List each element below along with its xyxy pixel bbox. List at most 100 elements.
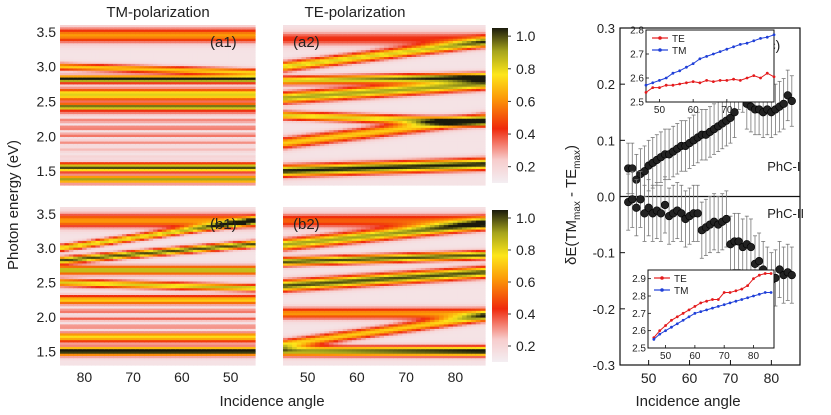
- heatmap-b1: (b1) 80 70 60 50 3.5 3.0 2.5 2.0 1.5: [37, 206, 256, 385]
- inset-point: [722, 291, 726, 294]
- y-tick-label: 0.1: [597, 133, 615, 148]
- inset-point: [738, 43, 742, 46]
- data-point: [730, 108, 739, 117]
- colorbar-gradient: [492, 28, 508, 183]
- inset-point: [757, 273, 761, 277]
- legend-label-te: TE: [674, 274, 687, 285]
- region-label: PhC-I: [767, 159, 800, 174]
- inset-y-tick-label: 2.5: [632, 344, 646, 355]
- inset-point: [651, 86, 655, 89]
- inset-point: [725, 79, 729, 82]
- inset-point: [678, 69, 682, 73]
- inset-x-tick-label: 80: [748, 351, 760, 362]
- data-point: [656, 209, 666, 218]
- inset-point: [711, 298, 714, 301]
- data-point: [644, 203, 653, 212]
- inset-point: [745, 41, 749, 45]
- colorbar-tick-label: 0.2: [516, 159, 536, 175]
- inset-point: [664, 83, 668, 87]
- y-tick-label: -0.1: [593, 246, 615, 261]
- inset-point: [728, 301, 732, 305]
- inset-point: [691, 62, 695, 65]
- inset-point: [745, 76, 749, 80]
- inset-point: [691, 80, 695, 83]
- colorbar-gradient: [492, 210, 508, 362]
- inset-x-tick-label: 70: [719, 351, 731, 362]
- data-point: [628, 195, 637, 204]
- inset-point: [705, 308, 709, 312]
- inset-point: [752, 74, 756, 77]
- inset-point: [658, 329, 662, 333]
- inset-point: [681, 318, 685, 322]
- data-point: [787, 271, 796, 280]
- x-axis-label-left: Incidence angle: [219, 393, 324, 410]
- inset-point: [746, 284, 750, 287]
- panel-label-a2: (a2): [293, 34, 320, 51]
- data-point: [783, 91, 792, 100]
- y-tick-label: 0.3: [597, 21, 615, 36]
- inset-point: [675, 322, 679, 326]
- inset-y-tick-label: 2.9: [632, 274, 646, 285]
- data-point: [779, 99, 788, 108]
- inset-point: [658, 86, 661, 89]
- data-point: [640, 209, 649, 218]
- inset-point: [711, 80, 715, 83]
- inset-point: [734, 289, 738, 293]
- y-tick-label: -0.2: [593, 302, 615, 317]
- data-point: [787, 96, 796, 106]
- legend-label-te: TE: [672, 34, 685, 45]
- x-tick-label: 60: [174, 369, 190, 385]
- inset-point: [765, 35, 769, 39]
- title-te-polarization: TE-polarization: [305, 4, 406, 21]
- colorbar-tick-label: 1.0: [516, 210, 536, 226]
- inset-x-tick-label: 60: [689, 351, 701, 362]
- y-tick-label: 3.5: [37, 206, 57, 222]
- data-point: [660, 200, 670, 210]
- x-axis-label-right: Incidence angle: [635, 393, 740, 410]
- inset-point: [699, 301, 703, 305]
- inset-point: [699, 310, 703, 313]
- data-point: [636, 195, 645, 204]
- legend-label-tm: TM: [674, 286, 688, 297]
- inset-point: [763, 272, 767, 275]
- y-tick-label: 2.0: [37, 128, 57, 144]
- inset-point: [664, 324, 667, 327]
- inset-point: [757, 292, 761, 296]
- inset-point: [769, 272, 773, 275]
- inset-point: [658, 332, 662, 336]
- y-tick-label: 2.5: [37, 275, 57, 291]
- inset-point: [685, 81, 688, 85]
- x-tick-label: 80: [77, 369, 93, 385]
- inset-point: [725, 47, 729, 51]
- colorbar-tick-label: 0.8: [516, 61, 536, 77]
- inset-point: [732, 77, 735, 81]
- inset-frame: [645, 29, 775, 103]
- inset-point: [759, 37, 762, 40]
- x-tick-label: 70: [723, 370, 739, 386]
- colorbars: 1.0 0.8 0.6 0.4 0.2 1.0 0.8 0.6 0.4 0.2: [492, 28, 536, 362]
- legend-marker: [658, 36, 662, 40]
- inset-y-tick-label: 2.8: [630, 26, 644, 37]
- colorbar-b1: 1.0 0.8 0.6 0.4 0.2: [492, 210, 536, 362]
- inset-point: [732, 45, 735, 49]
- data-point: [677, 209, 686, 218]
- y-tick-label: 0.2: [597, 77, 615, 92]
- inset-point: [740, 298, 744, 301]
- y-tick-label: 3.5: [37, 24, 57, 40]
- colorbar-a1: 1.0 0.8 0.6 0.4 0.2: [492, 28, 536, 183]
- region-label: PhC-II: [767, 206, 804, 221]
- inset-point: [752, 39, 756, 43]
- inset-point: [738, 79, 742, 82]
- inset-point: [705, 79, 709, 82]
- colorbar-tick-label: 0.4: [516, 126, 536, 142]
- heatmap-panels: (a1) 3.5 3.0 2.5 2.0 1.5 (a2) (b1) 80 70 60 50 3.5 3.…: [37, 24, 486, 385]
- y-tick-label: 0.0: [597, 190, 615, 205]
- inset-point: [664, 76, 668, 80]
- colorbar-tick-label: 0.8: [516, 242, 536, 258]
- inset-point: [740, 287, 744, 291]
- inset-y-tick-label: 2.7: [630, 50, 644, 61]
- inset-point: [711, 52, 715, 56]
- inset-point: [687, 308, 691, 312]
- inset-point: [644, 91, 648, 94]
- inset-point: [681, 311, 685, 315]
